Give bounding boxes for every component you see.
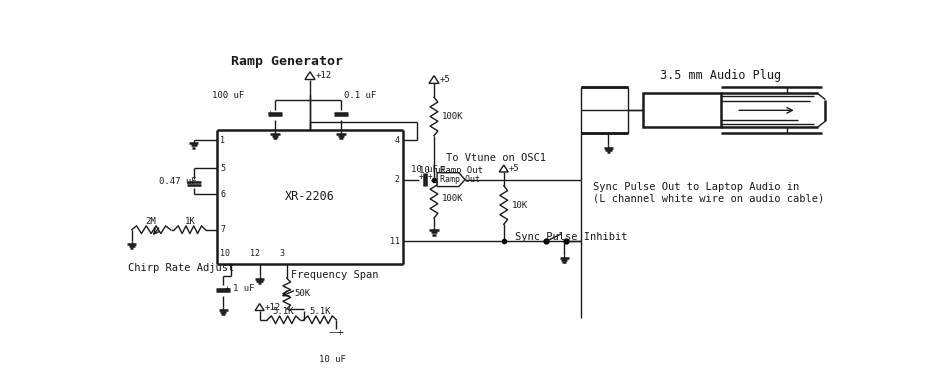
Text: 1: 1 (220, 136, 225, 145)
Text: 6: 6 (220, 190, 225, 199)
Text: +5: +5 (509, 164, 520, 173)
Text: 3: 3 (279, 249, 284, 258)
Text: Chirp Rate Adjust: Chirp Rate Adjust (127, 263, 234, 273)
Text: 1K: 1K (184, 217, 195, 226)
Text: 10 uF: 10 uF (418, 166, 445, 175)
Text: +: + (418, 172, 423, 181)
Text: 2M: 2M (146, 217, 156, 226)
Text: 0.1 uF: 0.1 uF (344, 91, 377, 100)
Text: 100 uF: 100 uF (212, 91, 244, 100)
Text: +12: +12 (265, 303, 281, 312)
Text: 10K: 10K (512, 200, 527, 209)
Text: 10: 10 (220, 249, 230, 258)
Text: 1 uF: 1 uF (232, 285, 254, 294)
Bar (644, 94, 721, 127)
Text: 12: 12 (249, 249, 259, 258)
Text: 3.5 mm Audio Plug: 3.5 mm Audio Plug (660, 69, 781, 82)
Text: +5: +5 (440, 75, 450, 84)
Text: 4: 4 (395, 136, 400, 145)
Text: To Vtune on OSC1: To Vtune on OSC1 (445, 153, 546, 163)
Text: XR-2206: XR-2206 (286, 190, 335, 203)
Text: 100K: 100K (442, 194, 463, 203)
Text: 5.1K: 5.1K (272, 307, 295, 316)
Text: Ramp Out: Ramp Out (440, 175, 480, 184)
Text: +: + (338, 328, 342, 337)
Text: 0.47 uF: 0.47 uF (159, 177, 196, 186)
Text: Sync Pulse Out to Laptop Audio in: Sync Pulse Out to Laptop Audio in (593, 183, 799, 192)
Text: 7: 7 (220, 225, 225, 234)
Text: 50K: 50K (295, 289, 311, 298)
Text: +: + (268, 109, 272, 118)
Text: Ramp Generator: Ramp Generator (231, 55, 343, 68)
Text: +12: +12 (316, 71, 332, 80)
Text: 10 uF: 10 uF (319, 355, 346, 364)
Text: 2: 2 (395, 175, 400, 184)
Text: 5: 5 (220, 163, 225, 172)
Text: 10 uF: 10 uF (411, 165, 438, 174)
Text: Sync Pulse Inhibit: Sync Pulse Inhibit (515, 232, 628, 242)
Polygon shape (437, 173, 465, 187)
Text: Ramp Out: Ramp Out (440, 166, 484, 175)
Text: 5.1K: 5.1K (310, 307, 331, 316)
Text: 100K: 100K (442, 112, 463, 121)
Text: Frequency Span: Frequency Span (290, 270, 379, 280)
Text: +: + (427, 172, 432, 181)
Text: 11: 11 (390, 237, 400, 246)
Text: +: + (225, 285, 230, 294)
Text: (L channel white wire on audio cable): (L channel white wire on audio cable) (593, 194, 824, 204)
